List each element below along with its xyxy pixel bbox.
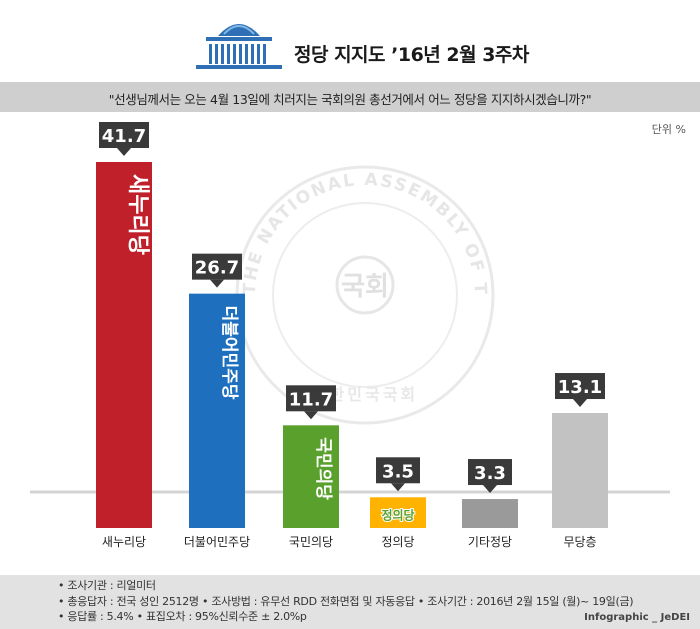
value-label-5: 3.3 xyxy=(474,463,506,484)
value-pointer-5 xyxy=(483,485,497,494)
category-label-3: 국민의당 xyxy=(289,535,333,549)
bar-4 xyxy=(370,497,426,528)
bar-chart: 41.7새누리당새누리당26.7더불어민주당더불어민주당11.7국민의당국민의당… xyxy=(30,122,670,549)
bar-3 xyxy=(283,425,339,528)
survey-note-agency: • 조사기관 : 리얼미터 xyxy=(58,579,156,592)
credit: Infographic _ JeDEI xyxy=(584,612,690,623)
unit-label: 단위 % xyxy=(651,123,686,136)
value-box-3 xyxy=(286,385,336,412)
value-pointer-6 xyxy=(573,399,587,408)
bar-1 xyxy=(96,162,152,528)
bar-logo-1: 새누리당 xyxy=(125,174,150,255)
bar-logo-2: 더불어민주당 xyxy=(219,306,239,400)
value-label-3: 11.7 xyxy=(289,389,333,410)
assembly-seal-watermark: THE NATIONAL ASSEMBLY OF THE REPUBLIC OF… xyxy=(215,145,495,425)
value-label-1: 41.7 xyxy=(102,126,146,147)
header: 정당 지지도 ’16년 2월 3주차 xyxy=(0,0,700,82)
value-label-2: 26.7 xyxy=(195,258,239,279)
value-box-5 xyxy=(468,459,512,486)
national-assembly-icon xyxy=(196,24,282,69)
bar-logo-4: 정의당 xyxy=(381,507,414,522)
value-pointer-3 xyxy=(304,411,318,420)
value-box-6 xyxy=(555,373,605,400)
value-box-4 xyxy=(376,457,420,484)
category-label-5: 기타정당 xyxy=(468,535,512,549)
value-label-6: 13.1 xyxy=(558,377,602,398)
bar-2 xyxy=(189,293,245,528)
seal-center-text: 국회 xyxy=(341,272,389,302)
value-pointer-4 xyxy=(391,483,405,492)
question-band xyxy=(0,82,700,112)
bar-logo-3: 국민의당 xyxy=(313,437,333,500)
value-box-1 xyxy=(99,122,149,148)
survey-note-error: • 응답률 : 5.4% • 표집오차 : 95%신뢰수준 ± 2.0%p xyxy=(58,610,307,623)
footer xyxy=(0,575,700,629)
survey-note-method: • 총응답자 : 전국 성인 2512명 • 조사방법 : 유무선 RDD 전화… xyxy=(58,594,634,608)
category-label-2: 더불어민주당 xyxy=(184,535,250,549)
value-pointer-2 xyxy=(210,279,224,288)
value-pointer-1 xyxy=(117,148,131,156)
value-box-2 xyxy=(192,253,242,280)
category-label-4: 정의당 xyxy=(381,535,414,549)
survey-notes: • 조사기관 : 리얼미터 • 총응답자 : 전국 성인 2512명 • 조사방… xyxy=(58,578,634,625)
value-label-4: 3.5 xyxy=(382,461,414,482)
bar-5 xyxy=(462,499,518,528)
seal-lower-text: 대한민국국회 xyxy=(312,385,418,404)
survey-question: "선생님께서는 오는 4월 13일에 치러지는 국회의원 총선거에서 어느 정당… xyxy=(108,92,592,107)
category-label-1: 새누리당 xyxy=(102,535,146,549)
bar-6 xyxy=(552,413,608,528)
category-label-6: 무당층 xyxy=(563,535,596,549)
chart-title: 정당 지지도 ’16년 2월 3주차 xyxy=(294,44,529,66)
